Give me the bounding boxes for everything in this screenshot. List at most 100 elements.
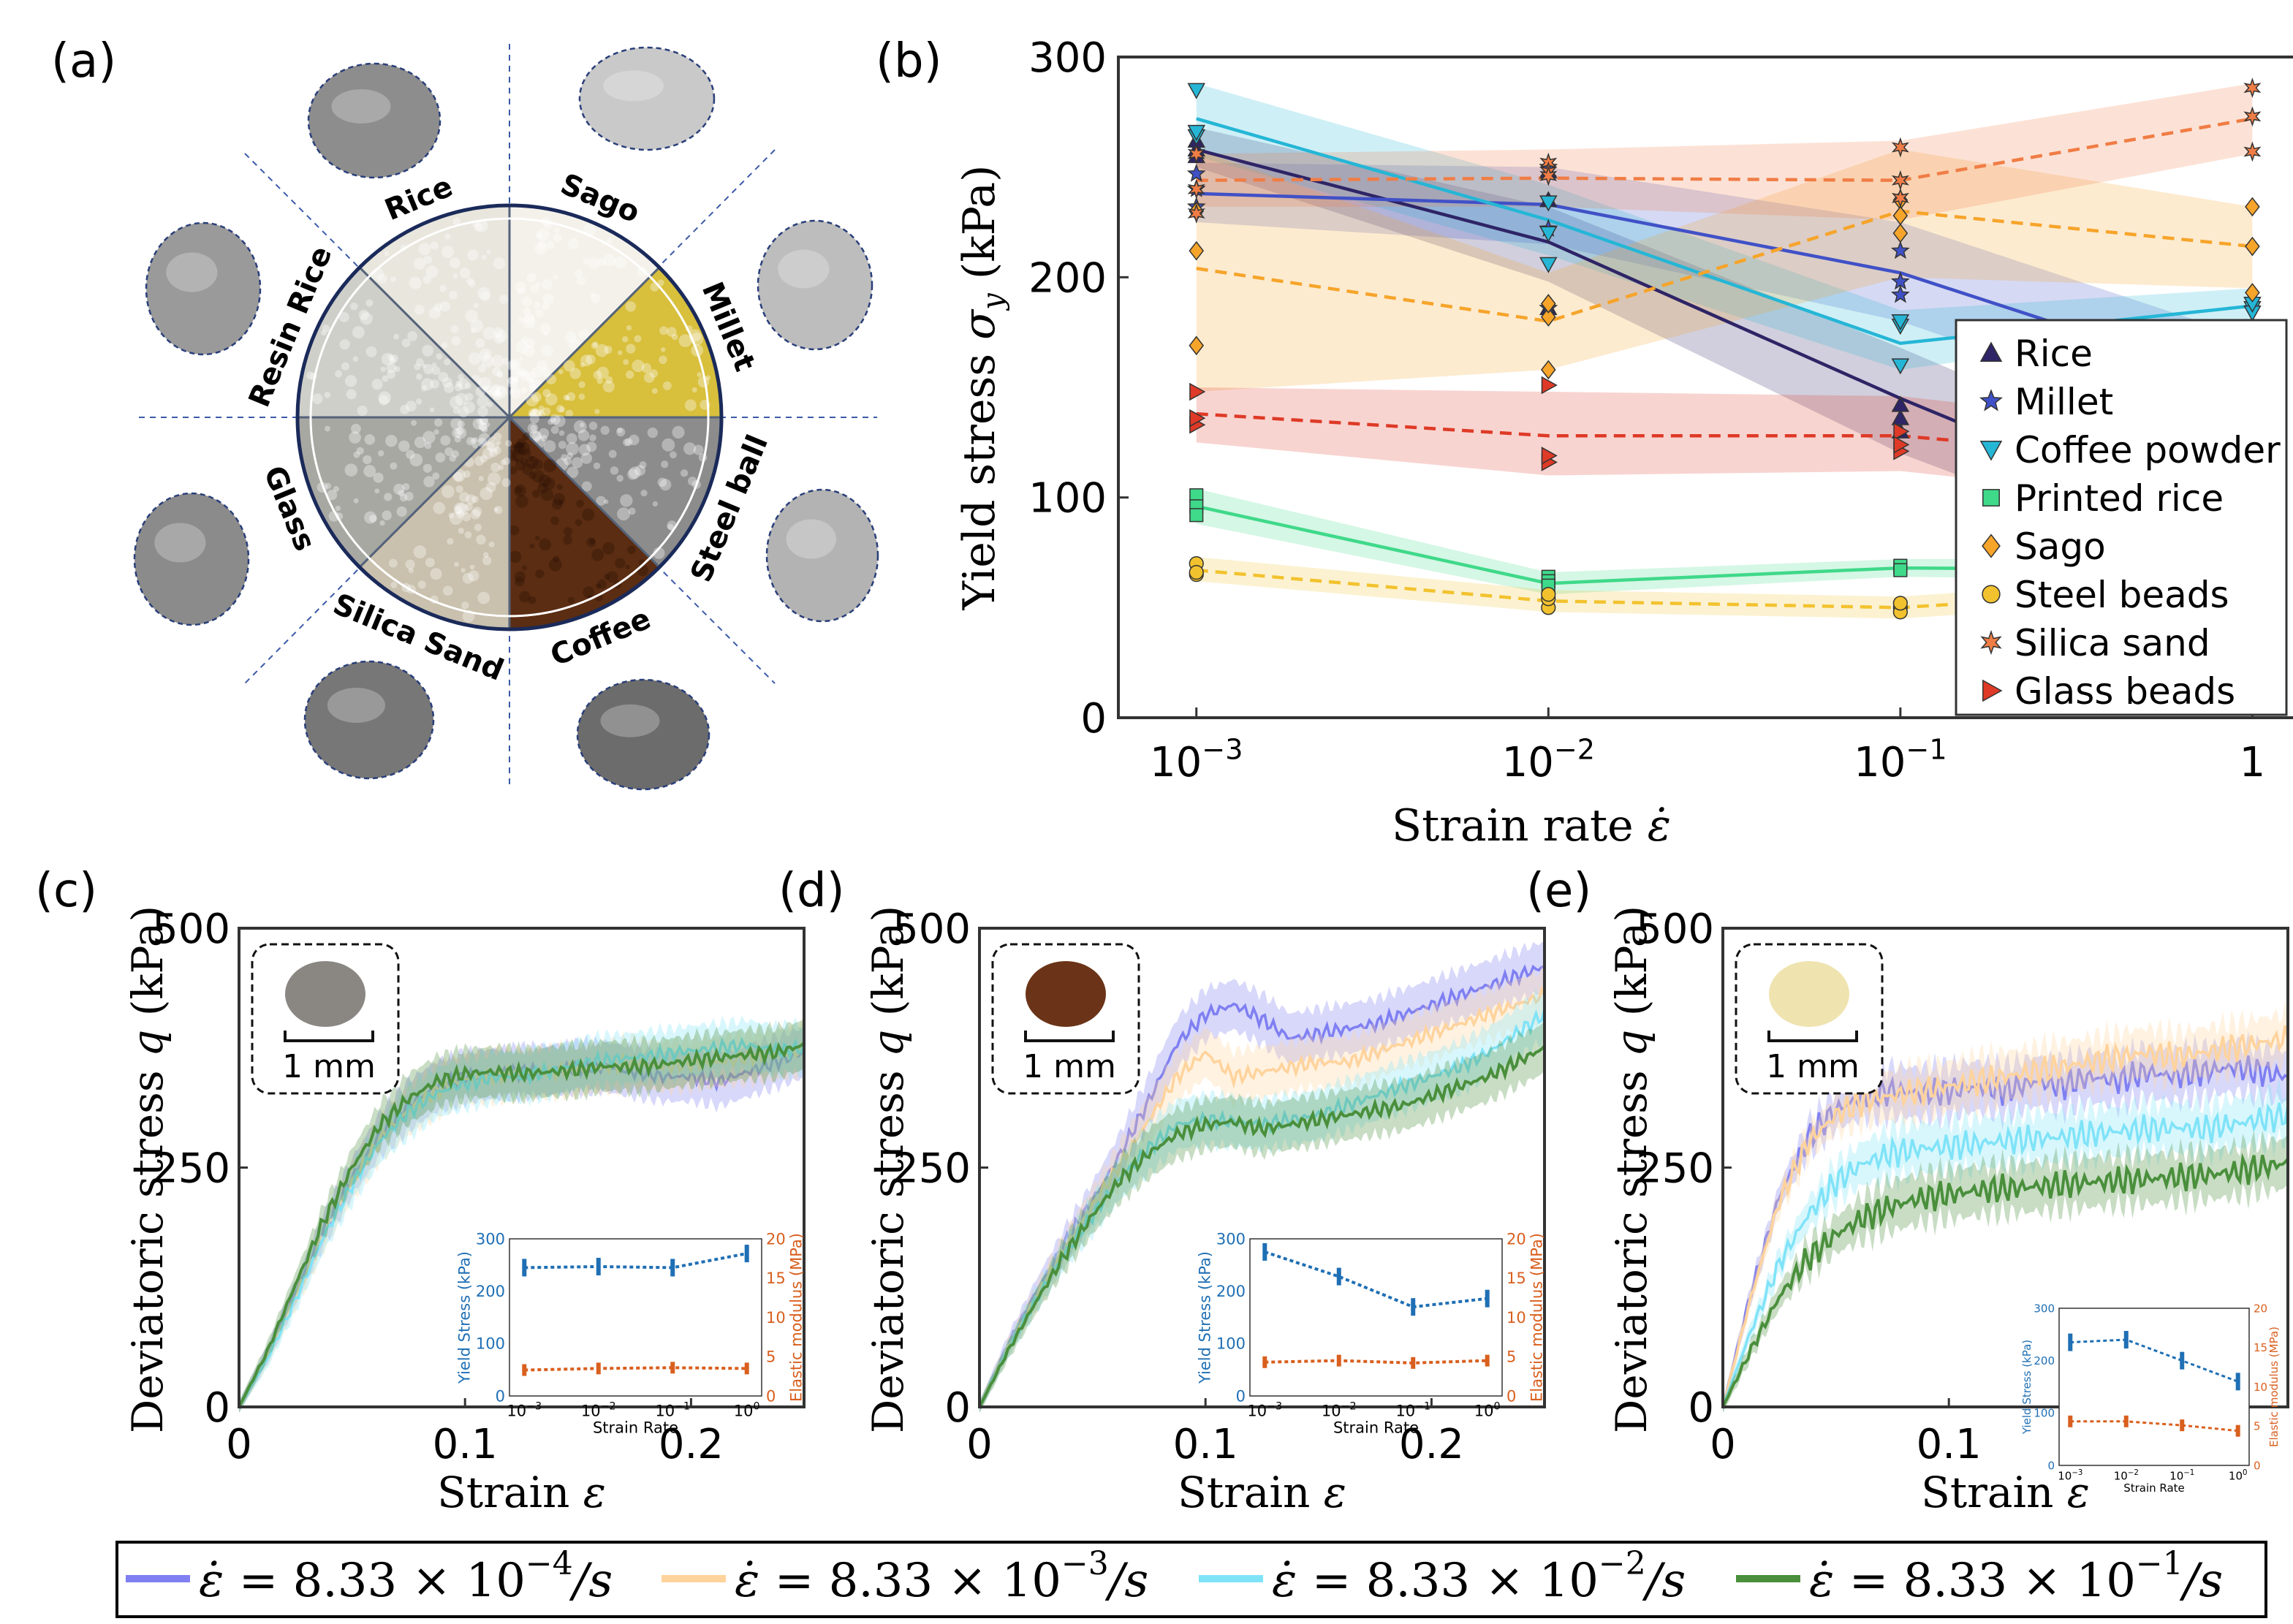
inset-yright-label: Elastic modulus (MPa) xyxy=(2267,1327,2281,1447)
x-axis-label: Strain ε xyxy=(437,1468,606,1517)
inset-yright-label: Elastic modulus (MPa) xyxy=(1528,1233,1546,1402)
x-tick-label: 1 xyxy=(2240,739,2266,786)
inset-yield-point xyxy=(1337,1268,1341,1286)
inset-yright-tick: 5 xyxy=(2254,1420,2261,1433)
inset-yright-tick: 10 xyxy=(1506,1309,1526,1327)
inset-yleft-tick: 0 xyxy=(2047,1459,2055,1472)
legend-entry: Rice xyxy=(2015,333,2093,375)
inset-yright-tick: 20 xyxy=(766,1230,786,1248)
inset-yield-point xyxy=(2180,1352,2184,1370)
inset-x-tick: 10−2 xyxy=(2114,1469,2139,1482)
inset-modulus-point xyxy=(745,1362,749,1374)
data-point xyxy=(1542,588,1555,602)
particle-image xyxy=(1769,961,1849,1027)
inset-yleft-tick: 100 xyxy=(2034,1407,2055,1420)
y-tick-label: 0 xyxy=(1080,695,1107,743)
inset-yleft-tick: 200 xyxy=(2034,1354,2055,1367)
inset-yright-label: Elastic modulus (MPa) xyxy=(788,1233,806,1402)
inset-frame xyxy=(1250,1239,1502,1396)
y-tick-label: 200 xyxy=(1028,254,1107,302)
inset-modulus-point xyxy=(596,1362,601,1374)
inset-modulus-point xyxy=(1485,1355,1490,1367)
scale-label: 1 mm xyxy=(1023,1048,1116,1085)
inset-yield-point xyxy=(522,1259,526,1276)
inset-yright-tick: 5 xyxy=(766,1348,776,1366)
inset-yield-point xyxy=(1262,1243,1267,1261)
data-point xyxy=(1894,596,1908,610)
x-axis-label: Strain ε xyxy=(1178,1468,1346,1517)
inset-modulus-point xyxy=(670,1362,675,1373)
stress-strain-chart-d: 02505000 0.1 0.2Deviatoric stress q (kPa)S… xyxy=(863,906,1546,1517)
inset-yright-tick: 10 xyxy=(766,1309,786,1327)
inset-yleft-tick: 100 xyxy=(476,1335,505,1353)
y-axis-label: Yield stress σy (kPa) xyxy=(954,165,1010,611)
inset-yleft-tick: 100 xyxy=(1216,1335,1246,1353)
inset-yleft-label: Yield Stress (kPa) xyxy=(1196,1251,1213,1384)
inset-x-tick: 10−1 xyxy=(655,1400,690,1419)
inset-yleft-label: Yield Stress (kPa) xyxy=(2020,1340,2034,1435)
panel-label-c: (c) xyxy=(35,864,97,918)
x-tick-label: 10−1 xyxy=(1854,733,1947,786)
inset-modulus-point xyxy=(1411,1357,1415,1369)
legend-entry: Printed rice xyxy=(2015,477,2224,520)
inset-yleft-tick: 300 xyxy=(476,1230,505,1248)
y-tick-label: 100 xyxy=(1028,475,1107,523)
inset-yright-tick: 0 xyxy=(766,1387,776,1405)
x-axis-label: Strain rate ε̇ xyxy=(1392,800,1671,851)
inset-yright-tick: 10 xyxy=(2254,1381,2267,1394)
x-tick-label: 0.1 xyxy=(1917,1421,1982,1468)
inset-yright-tick: 15 xyxy=(766,1270,786,1287)
y-axis-label: Deviatoric stress q (kPa) xyxy=(1607,906,1656,1433)
inset-yleft-tick: 200 xyxy=(476,1283,505,1300)
inset-x-label: Strain Rate xyxy=(1333,1419,1419,1436)
data-point xyxy=(1983,490,1999,506)
inset-x-tick: 100 xyxy=(2229,1469,2248,1482)
inset-modulus-point xyxy=(522,1365,526,1376)
particle-image xyxy=(285,961,365,1027)
x-tick-label: 0.1 xyxy=(1173,1421,1238,1468)
inset-modulus-point xyxy=(1337,1355,1341,1367)
particle-image xyxy=(1026,961,1106,1027)
inset-yield-point xyxy=(596,1258,601,1275)
x-tick-label: 0 xyxy=(226,1421,252,1468)
inset-x-tick: 10−3 xyxy=(1247,1400,1282,1419)
stress-strain-chart-c: 02505000 0.1 0.2Deviatoric stress q (kPa)S… xyxy=(123,906,806,1517)
data-point xyxy=(1190,509,1203,522)
inset-yield-point xyxy=(1485,1290,1490,1308)
inset-yright-tick: 15 xyxy=(2254,1341,2267,1354)
inset-yield-point xyxy=(2124,1331,2129,1348)
inset-x-tick: 10−1 xyxy=(1395,1400,1430,1419)
inset-chart: 0 100 200 300 0 5 10 15 20 10−3 10−2 10−1 100 Strain … xyxy=(2020,1302,2281,1495)
panel-label-d: (d) xyxy=(778,864,845,918)
inset-yright-tick: 0 xyxy=(1506,1387,1516,1405)
inset-x-label: Strain Rate xyxy=(2123,1481,2185,1495)
legend-entry: Sago xyxy=(2015,525,2106,568)
inset-modulus-point xyxy=(1262,1357,1267,1368)
inset-yleft-tick: 0 xyxy=(496,1387,505,1405)
scale-label: 1 mm xyxy=(282,1048,376,1085)
inset-x-label: Strain Rate xyxy=(593,1419,678,1436)
inset-yleft-tick: 0 xyxy=(1236,1387,1246,1405)
data-point xyxy=(1189,566,1203,580)
inset-modulus-point xyxy=(2124,1416,2129,1427)
inset-x-tick: 10−3 xyxy=(507,1400,542,1419)
inset-yleft-tick: 300 xyxy=(2034,1302,2055,1315)
legend-entry: Silica sand xyxy=(2015,622,2210,664)
inset-frame xyxy=(2059,1308,2249,1465)
inset-modulus-point xyxy=(2236,1425,2240,1437)
y-axis-label: Deviatoric stress q (kPa) xyxy=(863,906,913,1433)
legend-entry: Millet xyxy=(2015,381,2113,423)
strain-rate-legend: ε̇ = 8.33 × 10−4/s ε̇ = 8.33 × 10−3/s ε̇ =… xyxy=(117,1542,2266,1617)
data-point xyxy=(1982,585,2000,603)
inset-yleft-label: Yield Stress (kPa) xyxy=(455,1251,473,1384)
scale-label: 1 mm xyxy=(1766,1048,1860,1085)
inset-modulus-point xyxy=(2068,1416,2072,1427)
inset-frame xyxy=(509,1239,762,1396)
sample-wheel-diagram: Rice SagoMilletSteel ballCoffeeSilica San… xyxy=(134,44,878,789)
figure: (a) (b) (c) (d) (e) Rice SagoMilletSteel … xyxy=(0,0,2293,1624)
inset-yright-tick: 0 xyxy=(2254,1459,2261,1472)
inset-yright-tick: 20 xyxy=(1506,1230,1526,1248)
inset-yleft-tick: 300 xyxy=(1216,1230,1246,1248)
yield-stress-chart: 010020030010−3 10−2 10−1 1Yield stress σy (… xyxy=(954,34,2293,851)
legend-entry: Coffee powder xyxy=(2015,429,2281,471)
